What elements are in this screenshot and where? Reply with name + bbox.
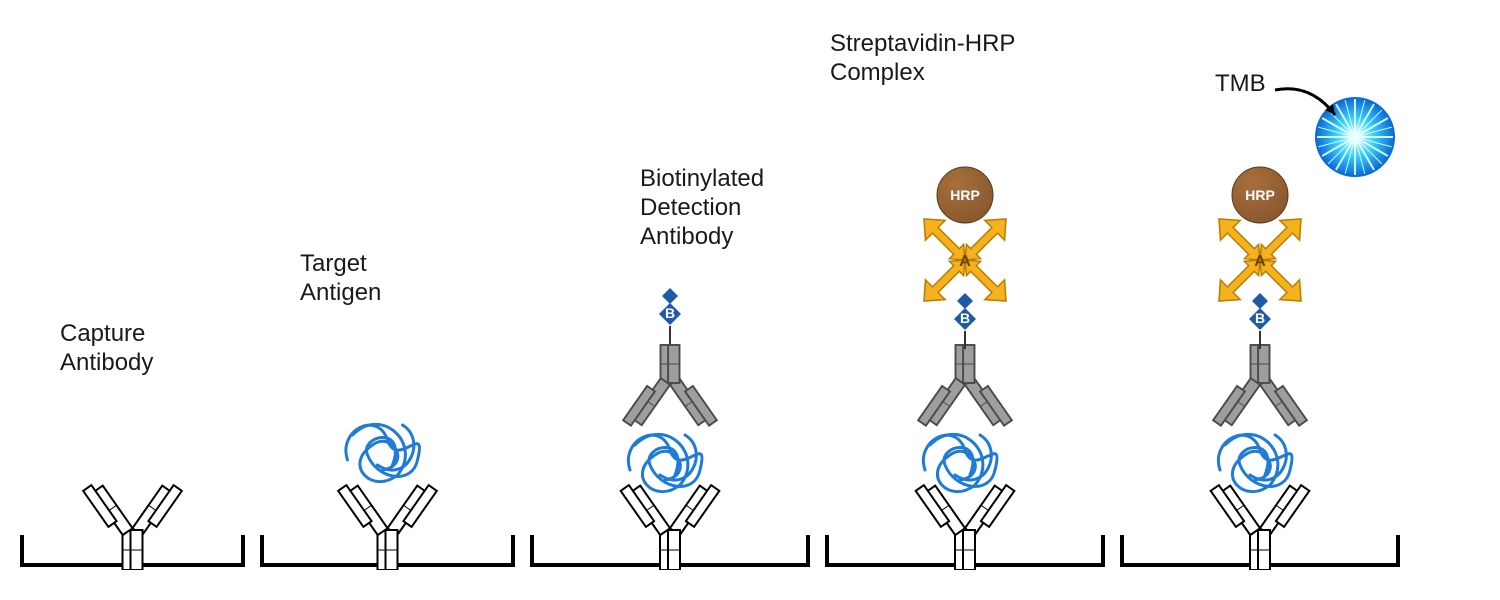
label-tmb: TMB: [1215, 70, 1266, 99]
hrp-icon: HRP: [937, 167, 993, 223]
antigen-icon: [346, 424, 420, 481]
label-antigen: Target Antigen: [300, 250, 381, 308]
hrp-icon: HRP: [1232, 167, 1288, 223]
svg-text:B: B: [665, 305, 675, 321]
svg-text:A: A: [1254, 253, 1266, 270]
svg-text:HRP: HRP: [950, 187, 980, 203]
detection-antibody-icon: [918, 345, 1012, 426]
elisa-step-p2: [260, 45, 515, 570]
biotin-icon: B: [954, 293, 976, 349]
detection-antibody-icon: [1213, 345, 1307, 426]
elisa-step-p1: [20, 45, 245, 570]
tmb-arrow-icon: [1270, 75, 1360, 135]
svg-text:HRP: HRP: [1245, 187, 1275, 203]
svg-text:A: A: [959, 253, 971, 270]
capture-antibody-icon: [916, 485, 1015, 570]
label-capture: Capture Antibody: [60, 320, 153, 378]
detection-antibody-icon: [623, 345, 717, 426]
capture-antibody-icon: [338, 485, 437, 570]
svg-text:B: B: [960, 310, 970, 326]
biotin-icon: B: [1249, 293, 1271, 349]
svg-text:B: B: [1255, 310, 1265, 326]
capture-antibody-icon: [1211, 485, 1310, 570]
label-streptavidin: Streptavidin-HRP Complex: [830, 30, 1015, 88]
capture-antibody-icon: [621, 485, 720, 570]
antigen-icon: [923, 434, 997, 491]
elisa-step-p3: B: [530, 45, 810, 570]
antigen-icon: [628, 434, 702, 491]
capture-antibody-icon: [83, 485, 182, 570]
antigen-icon: [1218, 434, 1292, 491]
label-detection: Biotinylated Detection Antibody: [640, 165, 764, 251]
elisa-step-p4: B A HRP: [825, 45, 1105, 570]
biotin-icon: B: [659, 288, 681, 344]
